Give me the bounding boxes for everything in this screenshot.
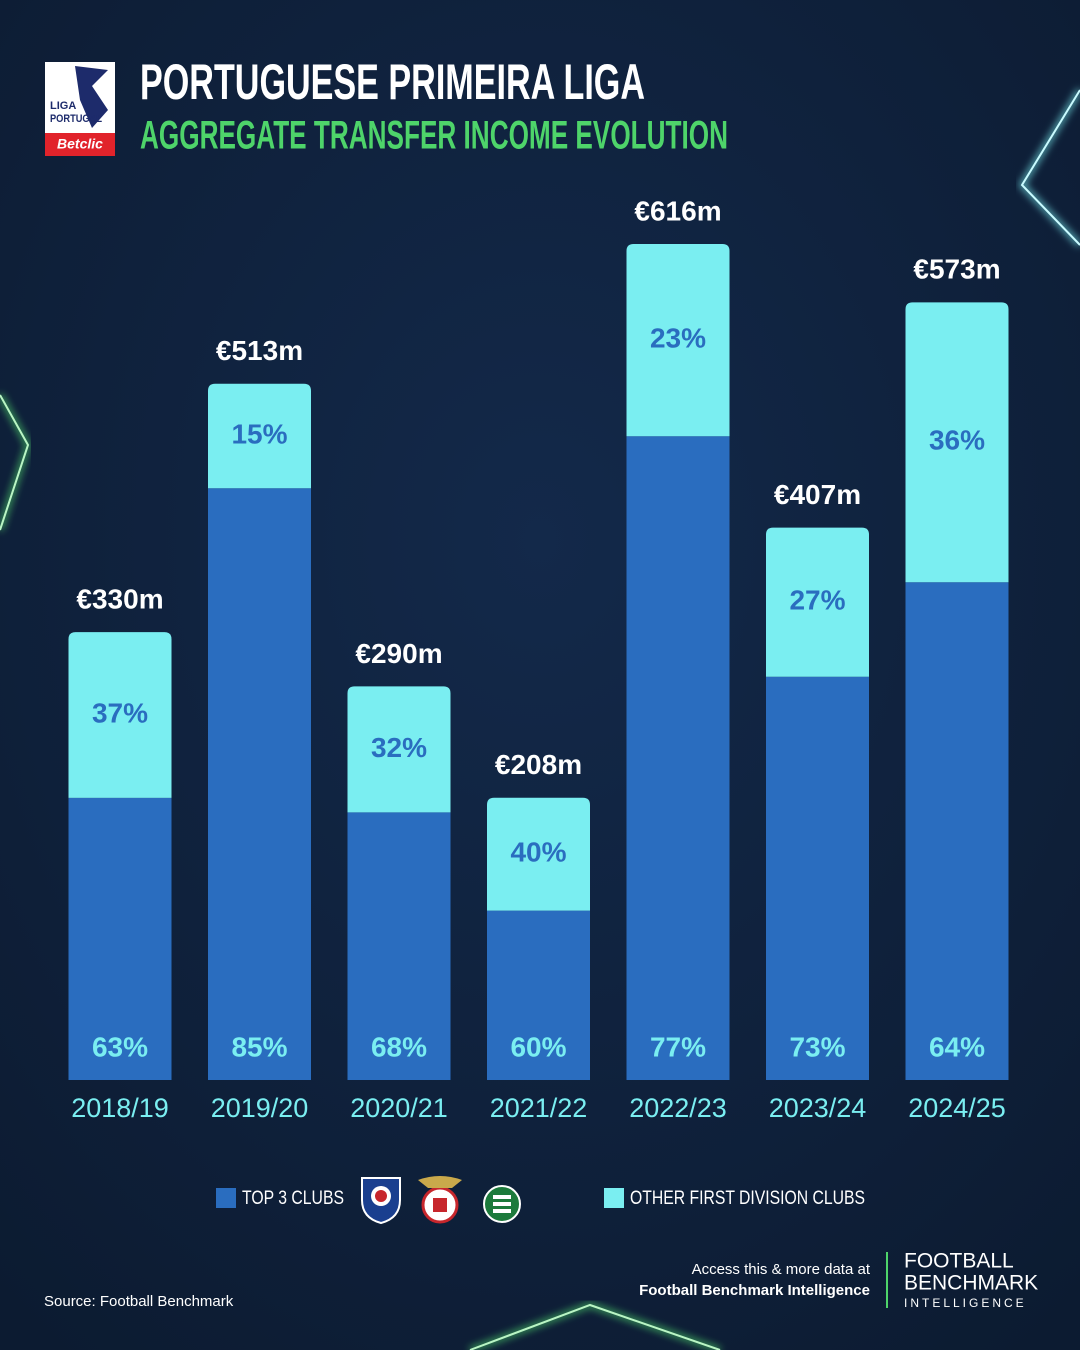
total-label: €330m (76, 584, 163, 615)
total-label: €616m (634, 195, 721, 226)
segment-label: 27% (789, 585, 845, 616)
club-badges (361, 1176, 521, 1225)
segment-label: 40% (510, 837, 566, 868)
total-label: €407m (774, 479, 861, 510)
chart-subtitle: AGGREGATE TRANSFER INCOME EVOLUTION (140, 114, 728, 158)
x-tick-label: 2024/25 (908, 1093, 1006, 1123)
bar-segment (905, 302, 1009, 583)
bar-segment (347, 812, 451, 1080)
segment-label: 85% (231, 1031, 287, 1062)
legend: TOP 3 CLUBS OTHER FIRST DIVISION CLUBS (216, 1176, 865, 1225)
decor-lines (0, 88, 1080, 1350)
brand: FOOTBALL (904, 1250, 1014, 1273)
brand: INTELLIGENCE (904, 1296, 1027, 1310)
x-tick-label: 2021/22 (490, 1093, 588, 1123)
logo-text: LIGA (50, 100, 76, 112)
segment-label: 77% (650, 1031, 706, 1062)
bar-segment (208, 383, 311, 489)
x-tick-label: 2020/21 (350, 1093, 448, 1123)
bar-segment (766, 527, 869, 677)
segment-label: 36% (929, 425, 985, 456)
x-tick-label: 2019/20 (211, 1093, 309, 1123)
bar-segment (766, 676, 869, 1080)
bar-segment (347, 686, 451, 813)
bar-segment (487, 797, 590, 911)
segment-label: 37% (92, 697, 148, 728)
segment-label: 32% (371, 732, 427, 763)
total-label: €208m (495, 749, 582, 780)
legend-swatch (216, 1188, 236, 1208)
plot: 63% 37% €330m 2018/19 85% 15% €513m 2019/20 68% 3… (68, 195, 1009, 1123)
bar-segment (68, 632, 172, 798)
brand: BENCHMARK (904, 1272, 1038, 1295)
source: Source: Football Benchmark (44, 1293, 234, 1310)
bar-segment (626, 244, 730, 437)
segment-label: 60% (510, 1031, 566, 1062)
bar-segment (626, 436, 730, 1080)
segment-label: 68% (371, 1031, 427, 1062)
legend-label: TOP 3 CLUBS (242, 1188, 344, 1209)
bar-segment (68, 797, 172, 1080)
total-label: €513m (216, 335, 303, 366)
segment-label: 23% (650, 323, 706, 354)
logo-sponsor: Betclic (57, 136, 103, 152)
x-tick-label: 2023/24 (769, 1093, 867, 1123)
legend-swatch (604, 1188, 624, 1208)
logo: LIGA PORTUGAL Betclic (45, 62, 115, 156)
x-tick-label: 2018/19 (71, 1093, 169, 1123)
footer-text: Access this & more data at (692, 1261, 871, 1278)
segment-label: 63% (92, 1031, 148, 1062)
total-label: €573m (913, 254, 1000, 285)
logo-text: PORTUGAL (50, 113, 102, 125)
legend-label: OTHER FIRST DIVISION CLUBS (630, 1188, 865, 1209)
segment-label: 64% (929, 1031, 985, 1062)
footer-link[interactable]: Football Benchmark Intelligence (639, 1282, 870, 1299)
segment-label: 73% (789, 1031, 845, 1062)
bar-segment (905, 582, 1009, 1080)
segment-label: 15% (231, 418, 287, 449)
x-tick-label: 2022/23 (629, 1093, 727, 1123)
bar-segment (487, 910, 590, 1080)
total-label: €290m (355, 638, 442, 669)
chart-title: PORTUGUESE PRIMEIRA LIGA (140, 54, 645, 110)
bar-segment (208, 488, 311, 1080)
